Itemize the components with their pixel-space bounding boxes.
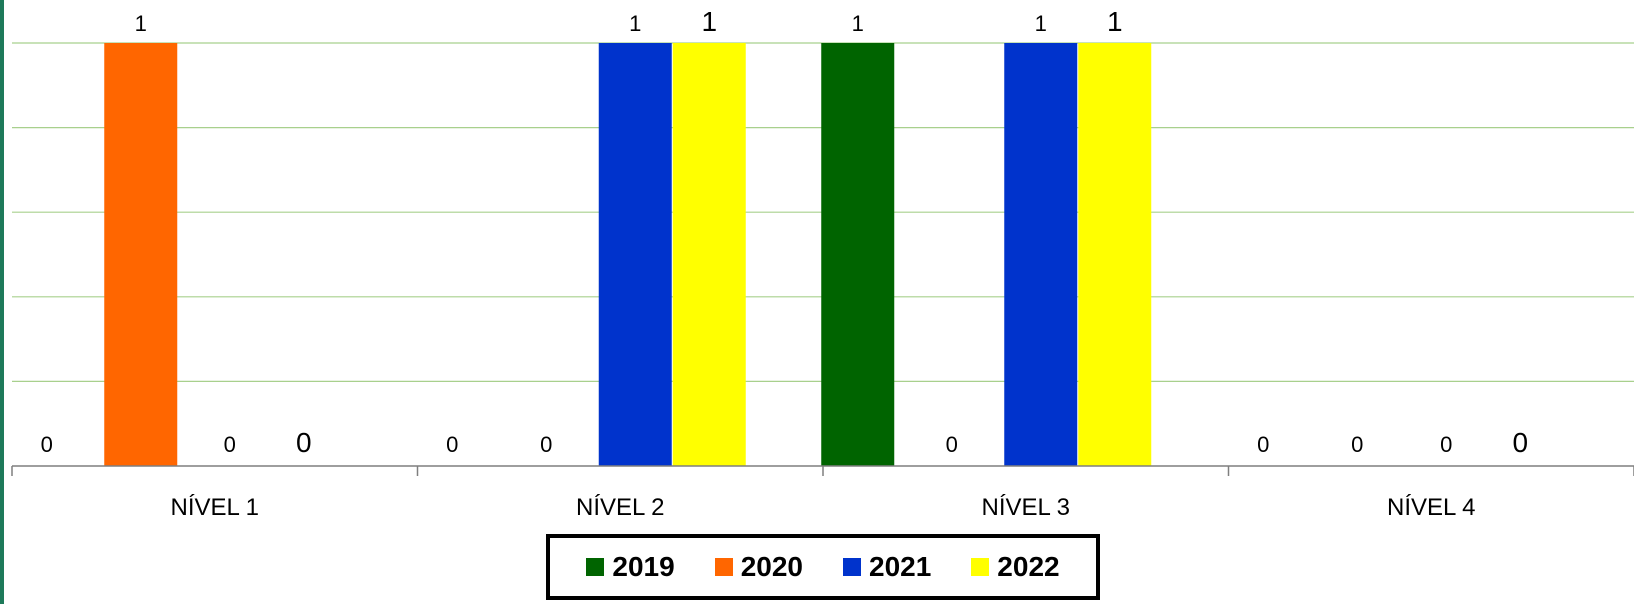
left-edge-bar — [0, 0, 4, 604]
legend-swatch — [971, 558, 990, 576]
data-label: 0 — [540, 432, 552, 457]
legend-item: 2022 — [971, 551, 1060, 583]
bar-2020-1 — [104, 43, 178, 466]
data-label: 0 — [1351, 432, 1363, 457]
category-label: NÍVEL 3 — [982, 494, 1071, 521]
data-labels: 0 0 1 0 1 0 0 0 0 1 1 0 0 1 1 0 — [41, 6, 1528, 458]
legend-swatch — [714, 558, 733, 576]
data-label: 1 — [1107, 6, 1123, 37]
data-label: 0 — [1440, 432, 1452, 457]
legend: 2019 2020 2021 2022 — [546, 534, 1100, 600]
legend-swatch — [586, 558, 605, 576]
data-label: 1 — [1035, 11, 1047, 36]
category-label: NÍVEL 4 — [1387, 494, 1476, 521]
legend-label: 2020 — [740, 551, 803, 582]
data-label: 0 — [1512, 427, 1528, 458]
category-label: NÍVEL 2 — [576, 494, 665, 521]
x-axis: NÍVEL 1 NÍVEL 2 NÍVEL 3 NÍVEL 4 — [11, 465, 1634, 521]
legend-item: 2020 — [714, 551, 803, 583]
data-label: 1 — [852, 11, 864, 36]
bar-2021-2 — [598, 43, 672, 466]
data-label: 0 — [446, 432, 458, 457]
data-label: 0 — [946, 432, 958, 457]
bar-2019-3 — [821, 43, 895, 466]
legend-swatch — [843, 558, 861, 576]
data-label: 1 — [135, 11, 147, 36]
data-label: 1 — [629, 11, 641, 36]
legend-label: 2022 — [997, 551, 1060, 582]
legend-item: 2019 — [586, 551, 675, 583]
bar-2021-3 — [1004, 43, 1078, 466]
legend-item: 2021 — [843, 551, 931, 583]
data-label: 0 — [224, 432, 236, 457]
bar-2022-2 — [672, 43, 746, 466]
legend-label: 2019 — [612, 551, 675, 582]
data-label: 0 — [296, 427, 312, 458]
data-label: 0 — [41, 432, 53, 457]
bar-2022-3 — [1078, 43, 1152, 466]
data-label: 0 — [1257, 432, 1269, 457]
legend-label: 2021 — [869, 551, 932, 582]
data-label: 1 — [701, 6, 717, 37]
bars — [104, 43, 1152, 466]
category-label: NÍVEL 1 — [171, 494, 260, 521]
